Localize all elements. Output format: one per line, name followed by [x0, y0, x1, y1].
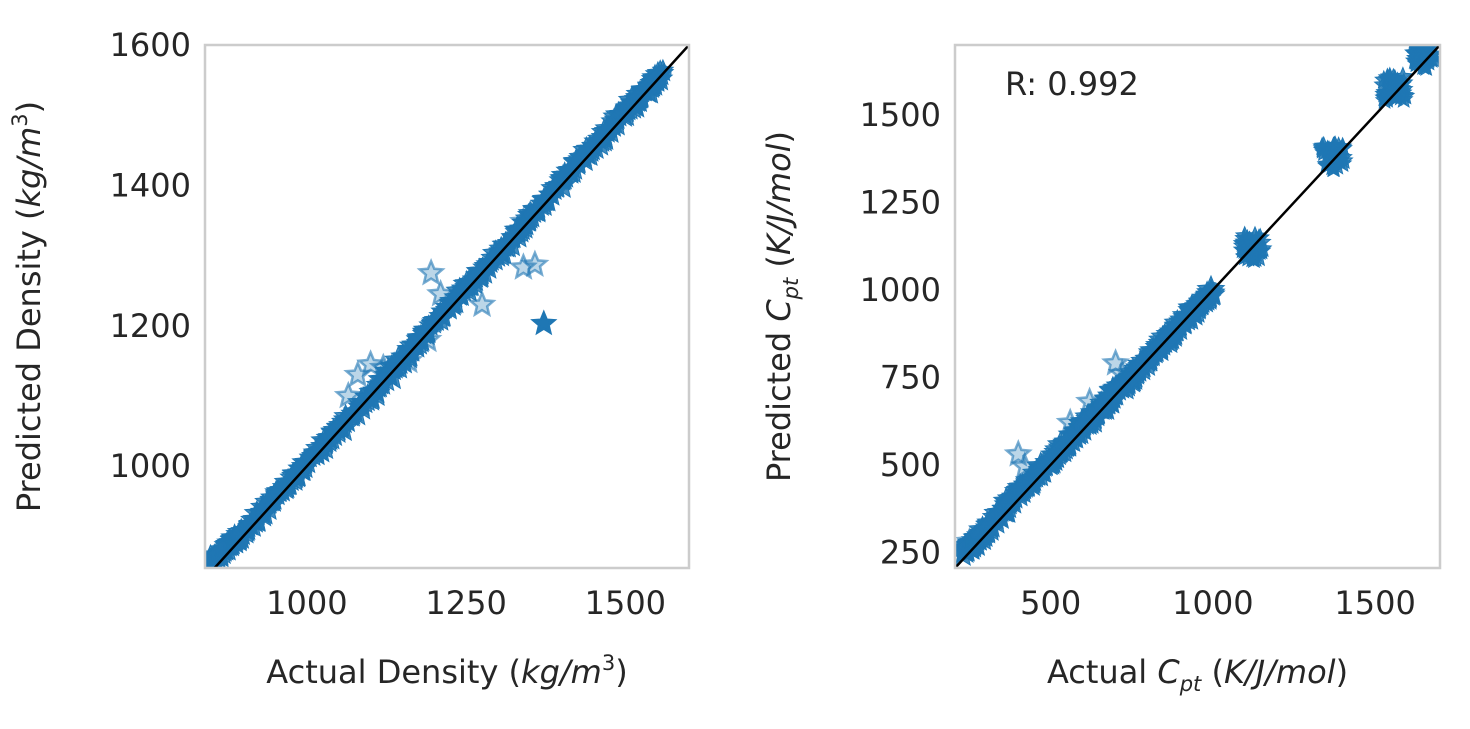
y-tick-label: 1250 — [860, 183, 941, 221]
outlier-point — [413, 324, 443, 353]
x-tick-label: 1500 — [1334, 584, 1415, 622]
x-axis-label: Actual Density (kg/m3) — [266, 651, 627, 691]
heat-capacity-scatter-plot: 500 1000 1500 250 500 750 1000 1250 1500 Actual C… — [760, 43, 1442, 696]
data-point — [1312, 139, 1333, 159]
outlier-point — [520, 249, 550, 278]
outlier-point — [1107, 358, 1137, 387]
x-tick-label: 1000 — [266, 584, 347, 622]
identity-line — [955, 45, 1440, 568]
data-point — [1333, 138, 1353, 157]
data-point — [1393, 72, 1414, 92]
x-axis-label: Actual Cpt (K/J/mol) — [1047, 653, 1348, 696]
y-tick-label: 1600 — [110, 26, 191, 64]
data-point — [1410, 45, 1431, 65]
x-tick-label: 500 — [1020, 584, 1081, 622]
y-axis-label: Predicted Cpt (K/J/mol) — [760, 131, 803, 482]
identity-line — [213, 45, 689, 568]
outlier-point — [333, 380, 363, 409]
x-tick-label: 1500 — [585, 584, 666, 622]
data-cluster — [1312, 135, 1354, 178]
plot-area — [205, 45, 689, 568]
data-band-core — [205, 65, 672, 568]
density-scatter-plot: 1000 1250 1500 1000 1200 1400 1600 Actual Densi… — [8, 26, 691, 691]
y-tick-label: 1400 — [110, 166, 191, 204]
data-point — [1413, 56, 1433, 75]
data-point — [1249, 247, 1269, 267]
outlier-point — [530, 309, 558, 336]
plot-area — [955, 45, 1440, 568]
data-points-main-band — [205, 58, 675, 568]
data-points-main-band — [955, 274, 1226, 567]
y-tick-label: 500 — [880, 446, 941, 484]
data-point — [1410, 45, 1430, 56]
outlier-point — [1055, 407, 1085, 436]
y-axis-label: Predicted Density (kg/m3) — [8, 101, 48, 512]
x-tick-label: 1000 — [1172, 584, 1253, 622]
outlier-point — [1075, 386, 1105, 415]
outlier-point — [368, 352, 398, 381]
outlier-point — [426, 278, 456, 307]
axes-frame — [203, 43, 691, 570]
y-tick-label: 1200 — [110, 307, 191, 345]
correlation-annotation: R: 0.992 — [1005, 65, 1139, 103]
outlier-point — [467, 289, 497, 318]
y-tick-label: 1500 — [860, 96, 941, 134]
data-point — [1238, 231, 1259, 250]
outlier-point — [1010, 451, 1040, 479]
data-cluster — [1373, 66, 1416, 109]
data-point — [1332, 153, 1353, 173]
data-cluster — [1404, 45, 1440, 76]
y-tick-label: 1000 — [110, 447, 191, 485]
outlier-point — [416, 257, 446, 286]
outlier-point — [394, 345, 424, 374]
axes-frame — [953, 43, 1442, 570]
y-tick-label: 750 — [880, 358, 941, 396]
y-tick-label: 250 — [880, 533, 941, 571]
x-tick-label: 1250 — [425, 584, 506, 622]
y-tick-label: 1000 — [860, 271, 941, 309]
